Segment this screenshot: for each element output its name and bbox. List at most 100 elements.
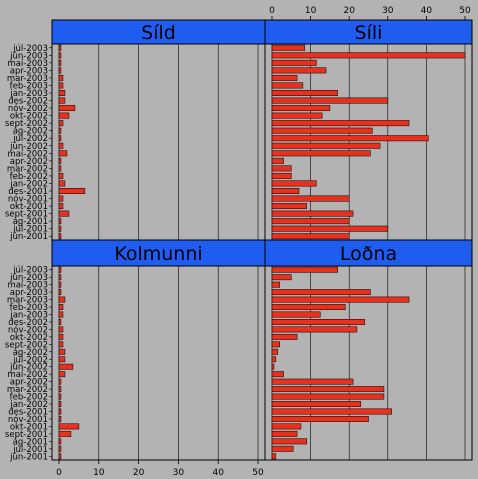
bar	[58, 218, 62, 225]
bar	[58, 90, 66, 96]
category-label: feb-2002	[10, 172, 48, 182]
panel-strip	[264, 239, 473, 267]
bar	[271, 281, 280, 288]
category-label: jún-2001	[9, 232, 48, 242]
category-label: okt-2001	[10, 202, 48, 212]
bar	[58, 188, 86, 194]
bar	[271, 274, 292, 281]
bar	[271, 105, 331, 112]
bar	[58, 67, 62, 74]
panel-title: Síli	[355, 22, 383, 44]
category-label: júl-2001	[12, 225, 48, 235]
bar	[58, 82, 64, 89]
bar	[271, 453, 277, 460]
bar	[271, 90, 338, 96]
category-label: maí-2002	[7, 370, 48, 380]
category-label: jún-2002	[9, 363, 48, 373]
category-label: okt-2002	[10, 112, 48, 122]
bar	[271, 378, 354, 385]
bar	[271, 311, 321, 318]
bar	[58, 363, 74, 370]
category-label: júl-2003	[12, 266, 48, 276]
bar	[58, 172, 64, 179]
category-label: apr-2002	[10, 157, 48, 167]
category-label: nóv-2002	[8, 324, 48, 335]
bar	[58, 348, 66, 355]
bar	[58, 157, 62, 164]
bar	[271, 445, 294, 452]
category-label: nóv-2001	[8, 194, 48, 205]
bar	[271, 341, 280, 348]
category-label: júl-2002	[12, 134, 48, 144]
bar	[58, 203, 64, 210]
x-tick-label: 30	[382, 6, 394, 16]
category-label: mar-2002	[7, 164, 48, 174]
bar	[271, 203, 307, 210]
bar	[271, 296, 410, 303]
bar	[58, 195, 64, 202]
bar	[271, 74, 298, 81]
category-label: jún-2003	[9, 51, 48, 61]
bar	[58, 281, 62, 288]
category-label: feb-2003	[10, 303, 48, 313]
category-label: jún-2003	[9, 273, 48, 283]
bar	[271, 127, 373, 134]
bar	[58, 120, 64, 127]
category-label: okt-2001	[10, 422, 48, 432]
bar	[58, 319, 62, 325]
category-label: sept-2001	[5, 210, 48, 220]
bar	[271, 289, 371, 296]
x-tick-label: 20	[133, 468, 145, 478]
category-label: apr-2002	[10, 378, 48, 388]
category-label: maí-2002	[7, 149, 48, 159]
panel-frame	[264, 265, 473, 461]
category-label: jún-2002	[9, 142, 48, 152]
bar	[58, 210, 70, 217]
bar	[271, 386, 385, 393]
bar	[58, 127, 62, 134]
bar	[271, 218, 350, 225]
category-label: jan-2003	[9, 89, 48, 99]
bar	[58, 333, 64, 340]
category-label: okt-2002	[10, 333, 48, 343]
bar	[271, 348, 279, 355]
bar	[271, 393, 385, 400]
category-label: des-2001	[8, 187, 48, 197]
bar	[58, 165, 62, 172]
bar	[271, 188, 300, 194]
bar	[58, 44, 62, 51]
bar	[58, 180, 66, 187]
category-label: júl-2001	[12, 445, 48, 455]
panel-strip	[51, 239, 266, 267]
bar	[271, 326, 358, 333]
bar	[271, 82, 304, 89]
category-label: apr-2003	[10, 288, 48, 298]
panel-2: Síli 0 10 20 30 40 50	[264, 6, 473, 241]
bar	[58, 142, 64, 149]
category-label: apr-2003	[10, 66, 48, 76]
panel-frame	[51, 265, 266, 461]
bar	[271, 120, 410, 127]
category-label: des-2001	[8, 408, 48, 418]
bar	[271, 180, 317, 187]
bar	[271, 135, 429, 142]
x-tick-label: 0	[269, 6, 275, 16]
bar	[58, 296, 66, 303]
x-tick-label: 50	[252, 468, 264, 478]
bar	[271, 67, 327, 74]
panel-strip	[264, 19, 473, 45]
panel-strip	[51, 19, 266, 45]
category-label: ág-2001	[13, 217, 48, 227]
bar	[58, 266, 62, 273]
bar	[58, 233, 62, 240]
bar	[271, 210, 354, 217]
bar	[58, 341, 64, 348]
panel-title: Loðna	[340, 243, 397, 265]
bar	[58, 401, 62, 407]
bar	[271, 150, 371, 157]
bar	[271, 371, 284, 378]
bar	[271, 59, 317, 66]
bar	[58, 97, 66, 104]
bar	[58, 289, 62, 296]
category-label: des-2002	[8, 97, 48, 107]
